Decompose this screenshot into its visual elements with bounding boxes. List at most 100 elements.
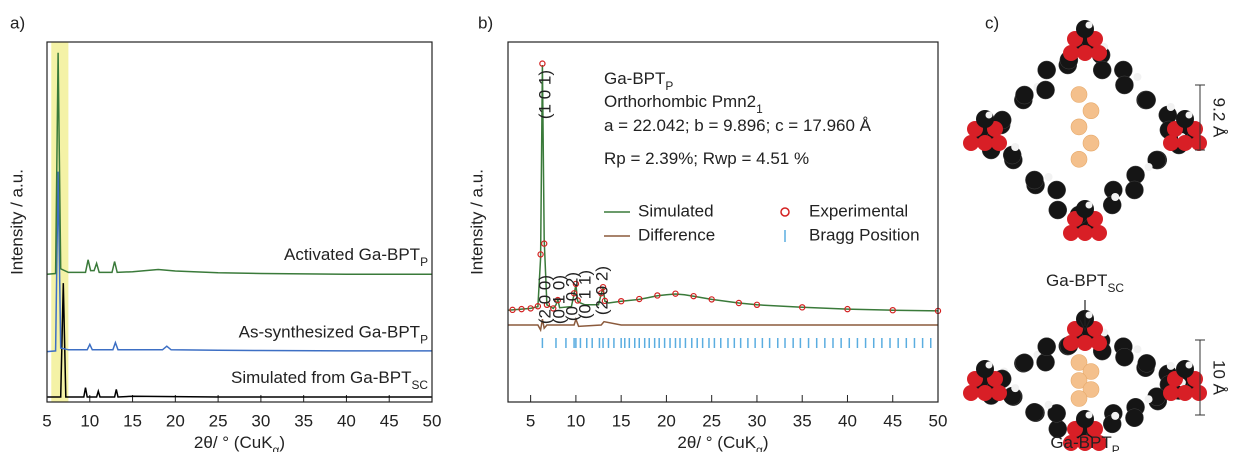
ligand-atom <box>1070 354 1088 371</box>
x-tick-label: 40 <box>337 411 356 430</box>
legend-label: Bragg Position <box>809 225 920 244</box>
atom <box>1063 225 1079 241</box>
atom <box>1115 75 1134 95</box>
atom <box>1147 150 1166 170</box>
atom <box>1137 90 1156 110</box>
structure-label-sub: SC <box>1107 281 1124 295</box>
atom <box>1063 335 1079 351</box>
x-tick-label: 25 <box>209 411 228 430</box>
legend-label: Experimental <box>809 201 908 220</box>
atom <box>1063 45 1079 61</box>
ligand-atom <box>1070 372 1088 389</box>
peak-label: (1 0 1) <box>535 70 554 119</box>
atom <box>1166 103 1175 111</box>
data-point <box>844 305 851 313</box>
atom <box>1011 143 1020 151</box>
data-point <box>690 292 697 300</box>
atom <box>1115 347 1134 367</box>
x-tick-label: 5 <box>526 411 535 430</box>
atom <box>1191 385 1207 401</box>
x-tick-label: 30 <box>251 411 270 430</box>
arrow-head <box>1079 319 1091 332</box>
legend-swatch <box>780 207 790 217</box>
x-axis-label-part: 2θ/ ° (CuK <box>194 433 273 452</box>
atom <box>1092 60 1112 80</box>
atom <box>1015 353 1034 373</box>
atom <box>1133 345 1142 354</box>
atom <box>1085 411 1093 419</box>
data-point <box>617 298 625 305</box>
series-label: Simulated from Ga-BPTSC <box>231 368 428 392</box>
data-point <box>574 297 581 304</box>
data-point <box>509 306 516 314</box>
x-tick-label: 35 <box>294 411 313 430</box>
annotation: a = 22.042; b = 9.896; c = 17.960 Å <box>604 116 872 135</box>
series-label: Activated Ga-BPTP <box>284 246 428 270</box>
data-point <box>598 290 605 297</box>
series-label-part: Activated Ga-BPT <box>284 246 420 265</box>
atom <box>985 111 993 119</box>
atom <box>1037 60 1056 80</box>
x-tick-label: 5 <box>42 411 51 430</box>
atom <box>1185 111 1193 119</box>
annotation-sub: P <box>665 79 673 93</box>
annotation: Rp = 2.39%; Rwp = 4.51 % <box>604 149 809 168</box>
series-line <box>46 171 432 353</box>
y-axis-label: Intensity / a.u. <box>7 169 26 275</box>
structure-label: Ga-BPTP <box>1050 433 1119 452</box>
atom <box>1036 352 1055 372</box>
series-line <box>47 283 432 398</box>
atom <box>1077 435 1093 451</box>
atom <box>1037 337 1056 356</box>
atom <box>1163 135 1179 151</box>
data-point <box>753 301 761 308</box>
atom <box>1144 163 1153 171</box>
atom <box>1044 173 1053 181</box>
x-tick-label: 20 <box>657 411 676 430</box>
data-point <box>534 303 542 310</box>
ligand-atom <box>1082 381 1100 398</box>
legend-label: Difference <box>638 225 715 244</box>
atom <box>1085 311 1093 319</box>
x-tick-label: 50 <box>929 411 948 430</box>
x-tick-label: 25 <box>702 411 721 430</box>
x-tick-label: 30 <box>747 411 766 430</box>
x-tick-label: 15 <box>123 411 142 430</box>
series-line <box>46 52 432 275</box>
ligand-atom <box>1070 390 1088 407</box>
atom <box>977 385 993 401</box>
atom <box>1025 170 1044 190</box>
annotation-part: Rp = 2.39%; Rwp = 4.51 % <box>604 149 809 168</box>
atom <box>1137 354 1156 373</box>
data-point <box>539 60 546 67</box>
annotation: Orthorhombic Pmn21 <box>604 92 763 116</box>
data-point <box>601 297 609 305</box>
data-point <box>543 301 551 308</box>
data-point <box>636 295 643 303</box>
atom <box>1077 225 1093 241</box>
atom <box>1047 404 1066 423</box>
ligand-atom <box>1070 118 1088 136</box>
series-label-part: Simulated from Ga-BPT <box>231 368 411 387</box>
series-label-part: As-synthesized Ga-BPT <box>239 323 420 342</box>
structure-label-sub: P <box>1112 443 1120 452</box>
x-tick-label: 35 <box>793 411 812 430</box>
atom <box>1048 200 1068 220</box>
peak-label: (2 0 2) <box>592 266 611 315</box>
series-label-sub: SC <box>411 378 428 392</box>
data-point <box>518 305 525 313</box>
atom <box>1091 45 1107 61</box>
data-point <box>570 290 578 297</box>
atom <box>1085 201 1093 209</box>
data-point <box>550 305 557 312</box>
data-point <box>527 305 534 312</box>
atom <box>1111 411 1120 420</box>
atom <box>1077 335 1093 351</box>
panel-label: a) <box>10 13 25 32</box>
dimension-label: 10 Å <box>1210 360 1229 396</box>
ligand-atom <box>1082 102 1100 119</box>
data-point <box>708 296 715 303</box>
data-point <box>735 299 743 307</box>
atom <box>1166 361 1175 370</box>
data-point <box>599 283 607 291</box>
